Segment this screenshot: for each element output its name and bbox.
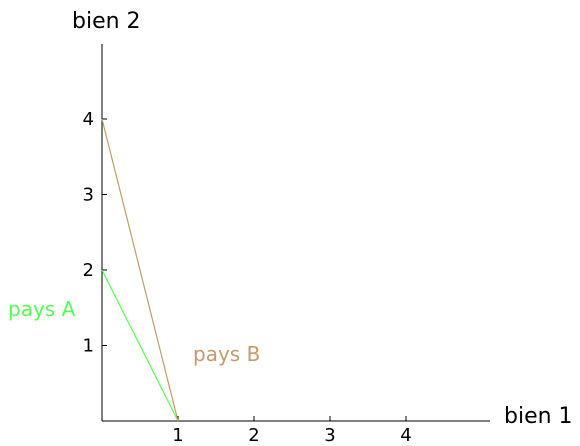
axes <box>101 44 490 422</box>
series-line-pays-a <box>101 269 179 422</box>
series-label-pays-b: pays B <box>193 342 260 366</box>
series-line-pays-b <box>101 118 179 422</box>
x-tick-label: 4 <box>400 425 411 446</box>
series-label-pays-a: pays A <box>8 297 76 321</box>
x-axis-label: bien 1 <box>504 404 573 429</box>
y-tick-label: 3 <box>83 185 94 206</box>
y-axis-label: bien 2 <box>72 9 141 34</box>
y-tick-label: 1 <box>83 336 94 357</box>
x-tick-label: 2 <box>248 425 259 446</box>
x-tick-label: 1 <box>172 425 183 446</box>
y-tick-label: 4 <box>83 109 94 130</box>
series-lines: pays A pays B <box>8 118 260 422</box>
y-tick-label: 2 <box>83 260 94 281</box>
x-tick-label: 3 <box>324 425 335 446</box>
axis-ticks: 1 2 3 4 1 2 3 4 <box>83 109 412 446</box>
